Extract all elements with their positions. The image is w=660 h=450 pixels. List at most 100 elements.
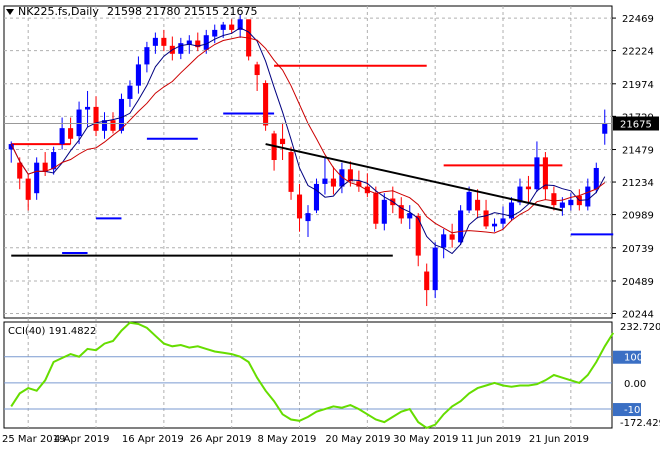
candle-body	[203, 35, 209, 50]
candle-body	[415, 215, 421, 256]
candle-body	[161, 37, 167, 46]
candle-body	[229, 24, 235, 30]
candle-body	[517, 186, 523, 203]
candle-body	[491, 223, 498, 227]
price-tick-label: 20989	[622, 211, 654, 222]
candle-body	[441, 234, 447, 248]
price-tick-label: 20489	[622, 277, 654, 288]
candle-body	[475, 199, 481, 211]
candle-body	[347, 169, 353, 182]
dropdown-triangle-icon[interactable]	[6, 9, 14, 15]
candle-body	[263, 83, 269, 126]
cci-level-box	[613, 350, 641, 364]
candle-body	[152, 37, 158, 46]
fast-moving-average	[10, 27, 606, 255]
candle-body	[68, 128, 74, 139]
candles	[8, 13, 608, 307]
indicator-panel	[3, 321, 613, 429]
date-tick-label: 11 Jun 2019	[461, 434, 521, 445]
candle-body	[101, 120, 108, 131]
cci-axis-label: 232.7208	[620, 322, 660, 333]
cci-level-box	[613, 403, 641, 417]
cci-label: CCI(40) 191.4822	[8, 326, 96, 337]
candle-body	[186, 40, 192, 45]
candle-body	[313, 183, 320, 211]
candle-body	[551, 193, 557, 206]
trendline	[265, 143, 563, 212]
candle-body	[254, 64, 260, 76]
cci-axis-label: -100	[624, 405, 647, 416]
candle-body	[407, 213, 413, 219]
candle-body	[593, 167, 599, 190]
date-tick-label: 21 Jun 2019	[529, 434, 589, 445]
candle-body	[432, 247, 438, 291]
candle-body	[212, 29, 218, 37]
candle-body	[424, 271, 430, 291]
candle-body	[508, 202, 515, 219]
candle-body	[59, 128, 65, 145]
candle-body	[42, 162, 48, 172]
date-tick-label: 4 Apr 2019	[54, 434, 109, 445]
candle-body	[458, 210, 464, 243]
candle-body	[559, 202, 565, 208]
candle-body	[144, 47, 150, 65]
price-tick-label: 21234	[622, 178, 654, 189]
candle-body	[568, 199, 574, 206]
candle-body	[534, 157, 540, 190]
date-tick-label: 25 Mar 2019	[2, 434, 65, 445]
chart-header: NK225.fs,Daily 21598 21780 21515 21675	[6, 5, 257, 18]
candle-body	[373, 193, 379, 224]
date-tick-label: 8 May 2019	[258, 434, 317, 445]
cci-axis-label: 100	[624, 353, 643, 364]
price-tick-label: 21479	[622, 146, 654, 157]
candle-body	[51, 152, 57, 170]
candle-body	[178, 43, 184, 54]
candle-body	[135, 64, 141, 86]
candle-body	[8, 144, 14, 150]
candle-body	[500, 218, 506, 224]
price-panel	[3, 5, 613, 319]
price-axis: 2246922224219742172921479212342098920739…	[4, 14, 659, 320]
cci-axis-label: -172.429	[620, 418, 660, 429]
last-price-box	[613, 116, 659, 131]
cci-panel: CCI(40) 191.4822 232.7208 100 0.00 -100 -172.…	[4, 321, 660, 430]
candle-body	[466, 191, 472, 211]
candle-body	[602, 123, 608, 134]
date-tick-label: 20 May 2019	[325, 434, 390, 445]
cci-line	[10, 321, 615, 430]
candle-body	[34, 162, 40, 194]
candle-body	[76, 109, 82, 137]
price-tick-label: 22224	[622, 47, 654, 58]
cci-axis-label: 0.00	[624, 379, 646, 390]
price-tick-label: 21974	[622, 80, 654, 91]
candle-body	[356, 181, 362, 187]
candle-body	[381, 199, 387, 224]
date-tick-label: 16 Apr 2019	[122, 434, 184, 445]
candle-body	[296, 194, 303, 219]
date-tick-label: 30 May 2019	[393, 434, 458, 445]
candle-body	[483, 210, 489, 227]
candle-body	[118, 98, 125, 131]
candle-body	[525, 186, 531, 190]
candle-body	[25, 178, 31, 200]
candle-body	[17, 162, 23, 179]
candle-body	[305, 213, 311, 222]
candle-body	[85, 106, 91, 110]
candle-body	[280, 138, 286, 145]
price-tick-label: 20244	[622, 309, 654, 320]
candle-body	[398, 205, 404, 219]
candle-body	[322, 178, 328, 184]
candle-body	[127, 85, 133, 99]
candle-body	[93, 106, 99, 131]
candle-body	[330, 178, 336, 187]
candle-body	[220, 24, 226, 30]
price-tick-label: 22469	[622, 14, 654, 25]
candle-body	[110, 120, 116, 131]
grid	[4, 6, 612, 428]
candle-body	[195, 40, 201, 48]
last-price-label: 21675	[620, 119, 652, 130]
candle-body	[237, 19, 243, 30]
